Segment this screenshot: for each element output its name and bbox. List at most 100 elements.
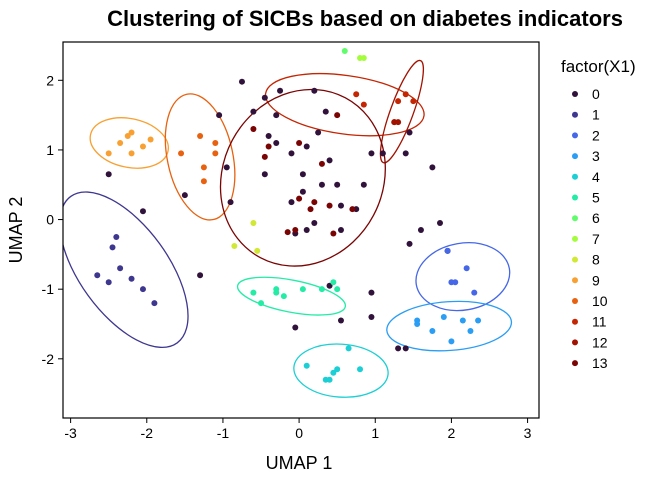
cluster-4-point <box>326 376 333 383</box>
legend-label: 1 <box>592 107 600 123</box>
cluster-0-point <box>181 192 188 199</box>
cluster-13-point <box>334 112 341 119</box>
cluster-0-point <box>197 272 204 279</box>
cluster-3-point <box>475 317 482 324</box>
legend-label: 3 <box>592 148 600 164</box>
cluster-2-point <box>452 279 459 286</box>
cluster-3-point <box>414 321 421 327</box>
cluster-5-point <box>334 286 341 293</box>
legend-key-dot <box>572 215 578 222</box>
cluster-1-point <box>94 272 101 279</box>
legend-item-2: 2 <box>572 127 600 143</box>
legend-label: 10 <box>592 293 608 309</box>
cluster-5-point <box>280 293 287 300</box>
legend-item-6: 6 <box>572 210 600 226</box>
plot-panel-border <box>62 41 540 419</box>
cluster-0-point <box>368 314 375 321</box>
cluster-2-ellipse <box>415 242 511 312</box>
legend-key-dot <box>572 111 578 118</box>
cluster-3-point <box>467 327 474 334</box>
legend-key-dot <box>572 339 578 346</box>
cluster-9-point <box>139 143 146 150</box>
cluster-0-point <box>406 240 413 247</box>
y-tick-label: 0 <box>46 212 54 228</box>
legend-item-13: 13 <box>572 355 608 371</box>
cluster-0-point <box>326 157 333 164</box>
cluster-0-point <box>368 289 375 296</box>
cluster-2-point <box>444 247 451 254</box>
cluster-4-point <box>303 362 310 369</box>
y-tick-label: 2 <box>46 72 54 88</box>
cluster-5-point <box>273 286 280 293</box>
cluster-0-point <box>368 150 375 157</box>
cluster-5-point <box>330 279 337 286</box>
x-axis-ticks: -3 -2 -1 0 1 2 3 <box>64 418 532 441</box>
legend-key-dot <box>572 277 578 284</box>
cluster-0-point <box>303 143 310 150</box>
legend-key-dot <box>572 132 578 139</box>
legend-key-dot <box>572 298 578 304</box>
x-tick-label: 2 <box>448 425 456 441</box>
cluster-11-point <box>353 91 360 98</box>
cluster-9-point <box>128 150 135 157</box>
cluster-13-point <box>296 195 303 202</box>
legend-item-8: 8 <box>572 252 600 268</box>
cluster-0-point <box>105 171 112 178</box>
cluster-0-point <box>299 171 306 178</box>
cluster-0-point <box>238 78 245 85</box>
cluster-10-point <box>178 150 185 157</box>
legend-item-10: 10 <box>572 293 608 309</box>
cluster-7-point <box>360 55 367 62</box>
cluster-0-point <box>379 150 386 157</box>
cluster-10-point <box>212 139 219 146</box>
cluster-5-point <box>318 286 325 293</box>
cluster-1-point <box>105 279 112 286</box>
cluster-13-point <box>349 206 356 213</box>
legend-label: 11 <box>592 314 607 330</box>
legend-key-dot <box>572 318 578 325</box>
legend-key-dot <box>572 153 578 160</box>
legend-label: 8 <box>592 252 600 268</box>
legend-title: factor(X1) <box>561 57 636 76</box>
cluster-0-point <box>326 282 333 289</box>
cluster-0-point <box>299 188 306 195</box>
cluster-13-point <box>311 199 318 206</box>
cluster-0-point <box>273 139 280 146</box>
x-tick-label: -3 <box>64 425 77 441</box>
y-tick-label: -1 <box>42 281 55 297</box>
cluster-1-point <box>139 286 146 293</box>
cluster-13-point <box>292 227 299 233</box>
legend-label: 4 <box>592 169 600 185</box>
cluster-2-point <box>471 289 478 296</box>
cluster-4-point <box>357 366 364 373</box>
legend-key-dot <box>572 256 578 263</box>
legend-label: 12 <box>592 334 608 350</box>
legend-item-4: 4 <box>572 169 600 185</box>
cluster-8-point <box>231 243 238 250</box>
cluster-13-point <box>261 153 268 160</box>
cluster-0-point <box>318 181 325 188</box>
cluster-11-point <box>360 101 367 108</box>
cluster-0-point <box>311 87 318 94</box>
cluster-ellipses <box>63 59 513 398</box>
cluster-1-point <box>109 244 116 251</box>
y-axis-title: UMAP 2 <box>6 197 26 264</box>
cluster-3-point <box>459 317 466 324</box>
y-axis-ticks: -2 -1 0 1 2 <box>42 72 63 367</box>
legend-item-7: 7 <box>572 231 600 247</box>
y-tick-label: 1 <box>46 142 54 158</box>
cluster-3-point <box>429 327 436 334</box>
cluster-12-point <box>395 119 402 126</box>
legend-item-3: 3 <box>572 148 600 164</box>
cluster-3-point <box>440 314 447 321</box>
cluster-10-point <box>200 178 207 185</box>
cluster-0-point <box>265 133 272 139</box>
x-tick-label: 3 <box>524 425 532 441</box>
cluster-1-point <box>151 300 158 307</box>
cluster-0-point <box>288 199 295 206</box>
cluster-0-point <box>322 108 329 115</box>
x-axis-title: UMAP 1 <box>266 453 333 473</box>
cluster-3-ellipse <box>386 300 513 352</box>
cluster-0-point <box>288 150 295 157</box>
cluster-0-point <box>261 171 268 178</box>
